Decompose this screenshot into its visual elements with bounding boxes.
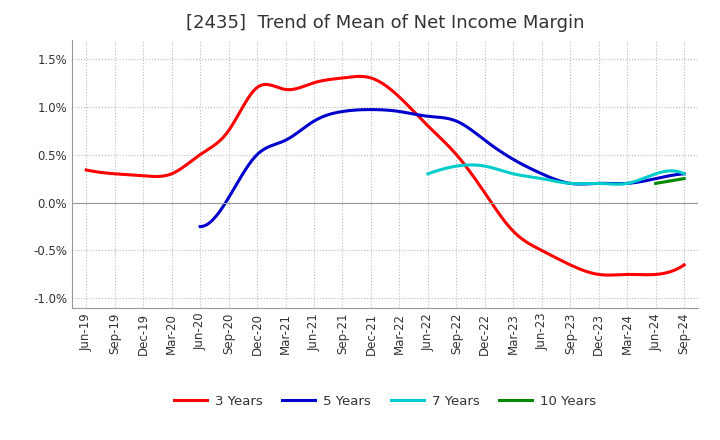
10 Years [675,177,684,182]
7 Years [467,162,475,168]
7 Years [423,171,432,176]
7 Years [577,181,585,186]
Line: 10 Years: 10 Years [656,179,684,183]
Line: 5 Years: 5 Years [200,110,684,227]
5 Years [485,141,494,147]
5 Years [494,147,503,152]
3 Years [438,137,446,143]
3 Years [450,150,459,155]
10 Years [680,176,688,181]
10 Years [668,178,677,183]
3 Years [84,168,93,173]
5 Years [636,179,645,184]
Line: 3 Years: 3 Years [86,77,684,275]
3 Years [440,139,449,144]
10 Years [652,181,660,186]
3 Years [604,272,613,278]
5 Years [484,140,492,146]
Title: [2435]  Trend of Mean of Net Income Margin: [2435] Trend of Mean of Net Income Margi… [186,15,585,33]
7 Years [581,181,590,186]
7 Years [657,169,666,175]
7 Years [680,171,688,176]
7 Years [425,171,433,176]
3 Years [680,262,688,268]
3 Years [356,74,364,79]
5 Years [197,224,206,229]
7 Years [576,181,585,186]
3 Years [588,271,596,276]
10 Years [669,178,678,183]
5 Years [366,107,374,112]
5 Years [680,171,688,176]
5 Years [606,181,614,186]
5 Years [196,224,204,229]
3 Years [82,167,91,172]
7 Years [613,182,621,187]
3 Years [628,272,636,277]
7 Years [642,175,650,180]
10 Years [678,176,686,182]
10 Years [652,181,660,186]
10 Years [668,178,677,183]
Legend: 3 Years, 5 Years, 7 Years, 10 Years: 3 Years, 5 Years, 7 Years, 10 Years [168,390,602,413]
Line: 7 Years: 7 Years [428,165,684,184]
